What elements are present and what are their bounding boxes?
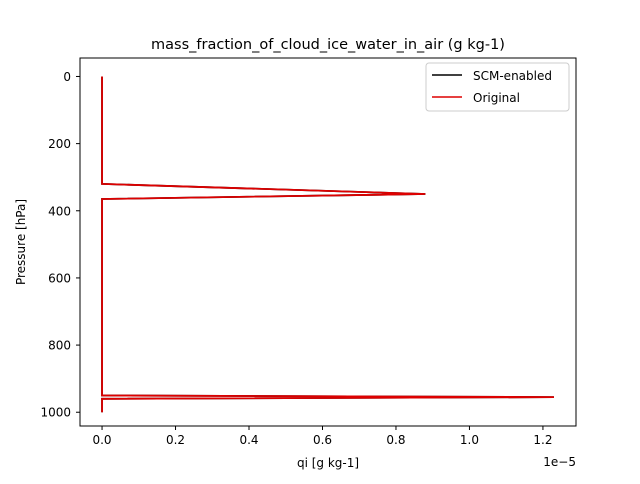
chart-legend: SCM-enabled Original	[425, 62, 570, 112]
x-tick-label: 1.2	[533, 433, 552, 447]
x-tick-label: 1.0	[460, 433, 479, 447]
x-tick-label: 0.2	[166, 433, 185, 447]
series-line-original	[101, 76, 554, 413]
chart-title: mass_fraction_of_cloud_ice_water_in_air …	[151, 37, 505, 53]
y-tick-label: 800	[48, 339, 71, 353]
x-axis-offset-text: 1e−5	[543, 455, 576, 469]
y-tick-label: 1000	[40, 406, 71, 420]
legend-label-scm-enabled: SCM-enabled	[473, 69, 552, 83]
axes-frame	[79, 57, 577, 427]
x-tick-label: 0.4	[239, 433, 258, 447]
y-tick-label: 0	[63, 70, 71, 84]
y-tick-label: 600	[48, 271, 71, 285]
y-tick-label: 400	[48, 204, 71, 218]
x-tick-label: 0.0	[92, 433, 111, 447]
x-tick-label: 0.8	[386, 433, 405, 447]
plot-area	[101, 76, 554, 413]
x-axis-ticks: 0.0 0.2 0.4 0.6 0.8 1.0 1.2	[92, 426, 552, 447]
x-axis-label: qi [g kg-1]	[297, 456, 359, 470]
x-tick-label: 0.6	[313, 433, 332, 447]
legend-label-original: Original	[473, 91, 520, 105]
y-axis-label: Pressure [hPa]	[14, 199, 28, 285]
y-tick-label: 200	[48, 137, 71, 151]
series-line-scm-enabled	[101, 76, 554, 413]
y-axis-ticks: 0 200 400 600 800 1000	[40, 70, 80, 420]
